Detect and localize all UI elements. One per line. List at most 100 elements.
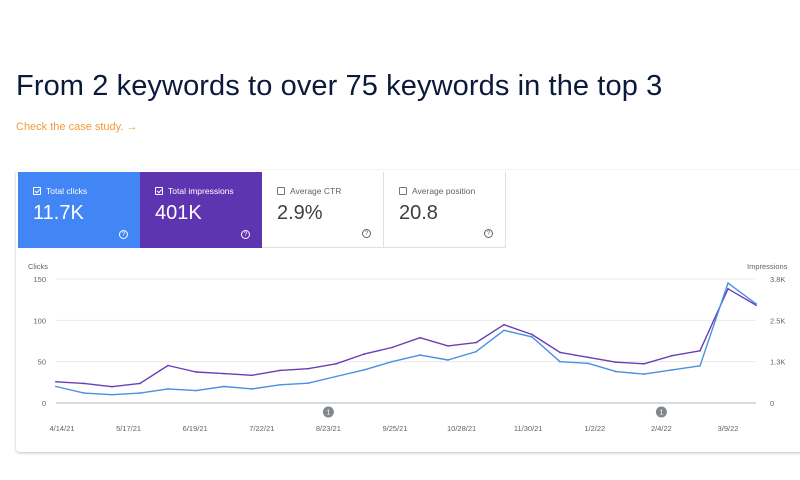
series-line-impressions — [55, 288, 757, 388]
data-point-impressions — [671, 354, 673, 357]
data-point-impressions — [139, 382, 141, 385]
metric-label: Average CTR — [290, 186, 342, 196]
data-point-impressions — [419, 336, 421, 339]
help-icon[interactable]: ? — [362, 229, 371, 238]
data-point-clicks — [83, 392, 85, 394]
checkbox-icon[interactable] — [277, 187, 285, 195]
y-tick-label-left: 100 — [33, 316, 46, 325]
data-point-impressions — [307, 367, 309, 370]
checkbox-icon[interactable] — [33, 187, 41, 195]
metric-value: 20.8 — [399, 202, 438, 224]
data-point-clicks — [419, 354, 421, 356]
series-line-clicks — [55, 282, 757, 396]
data-point-clicks — [279, 383, 281, 386]
metric-tile-average-ctr[interactable]: Average CTR 2.9% ? — [262, 172, 384, 248]
data-point-impressions — [279, 369, 281, 372]
data-point-clicks — [139, 392, 141, 394]
metric-label: Total impressions — [168, 186, 234, 196]
y-tick-label-left: 0 — [42, 399, 46, 408]
x-tick-label: 8/23/21 — [316, 424, 341, 433]
data-point-impressions — [335, 362, 337, 365]
data-point-clicks — [531, 335, 533, 338]
data-point-clicks — [307, 382, 309, 385]
metric-value: 2.9% — [277, 202, 323, 224]
metric-value: 401K — [155, 202, 202, 224]
y-tick-label-left: 50 — [38, 358, 46, 367]
data-point-clicks — [503, 329, 505, 332]
checkbox-icon[interactable] — [155, 187, 163, 195]
y-tick-label-left: 150 — [33, 275, 46, 284]
data-point-impressions — [559, 351, 561, 354]
data-point-clicks — [447, 359, 449, 361]
y-tick-label-right: 1.3K — [770, 358, 785, 367]
metric-tile-total-clicks[interactable]: Total clicks 11.7K ? — [18, 172, 140, 248]
data-point-impressions — [615, 361, 617, 364]
data-point-impressions — [55, 380, 57, 383]
x-tick-label: 7/22/21 — [249, 424, 274, 433]
x-tick-label: 11/30/21 — [514, 424, 543, 433]
data-point-impressions — [587, 356, 589, 359]
metric-label: Average position — [412, 186, 476, 196]
search-performance-card: Total clicks 11.7K ? Total impressions 4… — [16, 170, 800, 452]
data-point-clicks — [363, 369, 365, 371]
annotation-marker[interactable]: 1 — [322, 406, 334, 418]
x-tick-label: 3/9/22 — [718, 424, 739, 433]
data-point-impressions — [447, 344, 449, 347]
svg-text:1: 1 — [326, 410, 330, 417]
y-tick-label-right: 3.8K — [770, 275, 785, 284]
x-tick-label: 9/25/21 — [382, 424, 407, 433]
data-point-clicks — [755, 302, 757, 305]
y-axis-label-right: Impressions — [747, 262, 788, 271]
checkbox-icon[interactable] — [399, 187, 407, 195]
metric-tile-total-impressions[interactable]: Total impressions 401K ? — [140, 172, 262, 248]
data-point-impressions — [111, 385, 113, 388]
data-point-impressions — [475, 341, 477, 344]
data-point-clicks — [615, 370, 617, 373]
data-point-clicks — [727, 282, 729, 285]
data-point-impressions — [195, 371, 197, 373]
data-point-impressions — [531, 333, 533, 336]
data-point-clicks — [195, 389, 197, 392]
x-tick-label: 1/2/22 — [584, 424, 605, 433]
data-point-impressions — [83, 382, 85, 385]
data-point-impressions — [391, 346, 393, 349]
data-point-clicks — [111, 393, 113, 396]
data-point-impressions — [223, 372, 225, 375]
page-title: From 2 keywords to over 75 keywords in t… — [16, 70, 663, 102]
help-icon[interactable]: ? — [241, 230, 250, 239]
data-point-impressions — [755, 304, 757, 307]
data-point-impressions — [167, 364, 169, 367]
data-point-clicks — [391, 360, 393, 363]
metric-value: 11.7K — [33, 202, 84, 224]
x-tick-label: 10/28/21 — [447, 424, 476, 433]
x-tick-label: 5/17/21 — [116, 424, 141, 433]
help-icon[interactable]: ? — [484, 229, 493, 238]
x-tick-label: 4/14/21 — [49, 424, 74, 433]
help-icon[interactable]: ? — [119, 230, 128, 239]
x-tick-label: 2/4/22 — [651, 424, 672, 433]
data-point-impressions — [699, 349, 701, 352]
x-tick-label: 6/19/21 — [183, 424, 208, 433]
performance-line-chart: Clicks Impressions 150 100 50 0 3.8K 2.5K 1.3K… — [28, 262, 788, 433]
y-tick-label-right: 0 — [770, 399, 774, 408]
data-point-clicks — [559, 360, 561, 363]
svg-text:1: 1 — [659, 410, 663, 417]
y-tick-label-right: 2.5K — [770, 316, 785, 325]
data-point-clicks — [475, 350, 477, 353]
data-point-clicks — [671, 369, 673, 371]
metric-tile-average-position[interactable]: Average position 20.8 ? — [384, 172, 506, 248]
case-study-link[interactable]: Check the case study. → — [16, 121, 138, 133]
annotation-marker[interactable]: 1 — [655, 406, 667, 418]
data-point-clicks — [699, 364, 701, 367]
series-line-impressions-group — [55, 287, 757, 388]
data-point-clicks — [167, 388, 169, 390]
data-point-impressions — [503, 323, 505, 326]
data-point-clicks — [587, 362, 589, 365]
data-point-clicks — [55, 385, 57, 388]
data-point-clicks — [335, 375, 337, 378]
data-point-impressions — [643, 362, 645, 365]
metric-label: Total clicks — [46, 186, 88, 196]
data-point-impressions — [251, 374, 253, 377]
data-point-impressions — [363, 353, 365, 355]
data-point-clicks — [251, 388, 253, 390]
